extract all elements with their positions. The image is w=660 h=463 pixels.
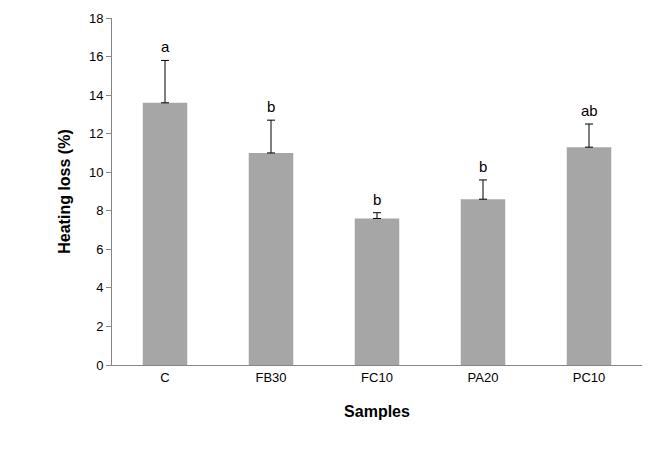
svg-text:FB30: FB30	[255, 370, 286, 385]
svg-text:b: b	[373, 191, 381, 208]
svg-text:Heating loss (%): Heating loss (%)	[56, 129, 73, 253]
svg-text:ab: ab	[581, 102, 598, 119]
svg-text:FC10: FC10	[361, 370, 393, 385]
svg-text:Samples: Samples	[344, 403, 410, 420]
svg-text:4: 4	[96, 280, 103, 295]
svg-text:10: 10	[89, 165, 103, 180]
svg-text:12: 12	[89, 126, 103, 141]
svg-text:PA20: PA20	[468, 370, 499, 385]
svg-text:b: b	[267, 98, 275, 115]
svg-text:6: 6	[96, 242, 103, 257]
svg-text:PC10: PC10	[573, 370, 606, 385]
svg-text:18: 18	[89, 11, 103, 26]
svg-text:8: 8	[96, 203, 103, 218]
svg-text:16: 16	[89, 49, 103, 64]
svg-text:2: 2	[96, 319, 103, 334]
svg-text:b: b	[479, 158, 487, 175]
svg-text:a: a	[161, 38, 170, 55]
svg-text:C: C	[160, 370, 169, 385]
svg-text:14: 14	[89, 88, 103, 103]
svg-text:0: 0	[96, 358, 103, 373]
